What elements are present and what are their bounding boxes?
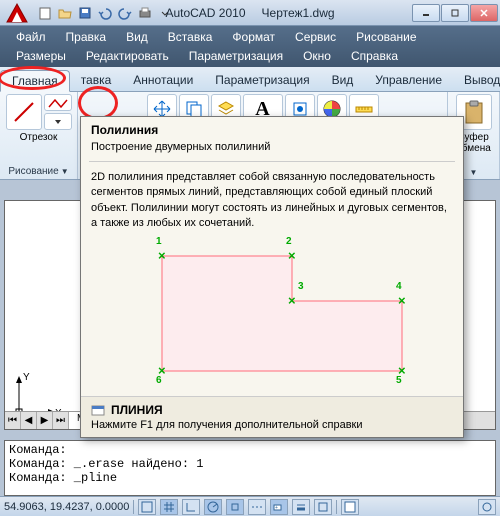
status-ortho-icon[interactable] [182, 499, 200, 515]
cmd-line: Команда: _.erase найдено: 1 [9, 457, 491, 471]
qat-redo-icon[interactable] [116, 4, 134, 22]
status-lwt-icon[interactable] [292, 499, 310, 515]
tab-manage[interactable]: Управление [364, 70, 453, 91]
tab-nav-prev[interactable]: ◀ [21, 412, 37, 429]
doc-title: Чертеж1.dwg [262, 6, 335, 20]
status-snap-icon[interactable] [138, 499, 156, 515]
cmd-line: Команда: [9, 443, 491, 457]
menu-modify[interactable]: Редактировать [76, 47, 179, 65]
cmd-line: Команда: _pline [9, 471, 491, 485]
tab-nav-last[interactable]: ⏭ [53, 412, 69, 429]
status-tools-icon[interactable] [478, 499, 496, 515]
menu-help[interactable]: Справка [341, 47, 408, 65]
menu-file[interactable]: Файл [6, 28, 56, 46]
tab-home[interactable]: Главная [0, 70, 70, 92]
tooltip-diagram: ×1×2×3×4×5×6 [122, 246, 422, 386]
command-window[interactable]: Команда: Команда: _.erase найдено: 1 Ком… [4, 440, 496, 496]
status-osnap-icon[interactable] [226, 499, 244, 515]
status-model-icon[interactable] [341, 499, 359, 515]
chevron-down-icon[interactable]: ▼ [61, 167, 69, 176]
close-button[interactable] [470, 4, 498, 22]
tooltip: Полилиния Построение двумерных полилиний… [80, 116, 464, 438]
line-button[interactable] [6, 94, 42, 130]
app-title: AutoCAD 2010 [165, 6, 245, 20]
menu-edit[interactable]: Правка [56, 28, 117, 46]
title-bar: AutoCAD 2010 Чертеж1.dwg [0, 0, 500, 26]
chevron-down-icon[interactable]: ▼ [470, 168, 478, 177]
menu-insert[interactable]: Вставка [158, 28, 223, 46]
coordinates: 54.9063, 19.4237, 0.0000 [4, 501, 129, 513]
tooltip-hint: Нажмите F1 для получения дополнительной … [91, 417, 453, 431]
menu-tools[interactable]: Сервис [285, 28, 346, 46]
menu-view[interactable]: Вид [116, 28, 158, 46]
menu-param[interactable]: Параметризация [179, 47, 293, 65]
draw-group-label: Рисование [8, 166, 58, 177]
tab-output[interactable]: Вывод [453, 70, 500, 91]
tab-nav-next[interactable]: ▶ [37, 412, 53, 429]
menu-draw[interactable]: Рисование [346, 28, 426, 46]
qat-undo-icon[interactable] [96, 4, 114, 22]
qat-print-icon[interactable] [136, 4, 154, 22]
qat-new-icon[interactable] [36, 4, 54, 22]
minimize-button[interactable] [412, 4, 440, 22]
status-polar-icon[interactable] [204, 499, 222, 515]
qat-open-icon[interactable] [56, 4, 74, 22]
tooltip-subtitle: Построение двумерных полилиний [81, 141, 463, 161]
app-logo[interactable] [2, 2, 32, 24]
tooltip-body: 2D полилиния представляет собой связанну… [81, 162, 463, 240]
tooltip-title: Полилиния [81, 117, 463, 141]
tab-annotate[interactable]: Аннотации [122, 70, 204, 91]
status-bar: 54.9063, 19.4237, 0.0000 + [0, 496, 500, 516]
quick-access-toolbar [36, 4, 174, 22]
menu-format[interactable]: Формат [222, 28, 285, 46]
tab-nav-first[interactable]: ⏮ [5, 412, 21, 429]
status-dyn-icon[interactable]: + [270, 499, 288, 515]
status-grid-icon[interactable] [160, 499, 178, 515]
tooltip-command: ПЛИНИЯ [111, 403, 163, 417]
svg-text:+: + [275, 505, 278, 511]
ribbon-tabs: Главная тавка Аннотации Параметризация В… [0, 67, 500, 92]
line-label: Отрезок [20, 132, 58, 143]
polyline-button[interactable] [44, 94, 72, 111]
status-otrack-icon[interactable] [248, 499, 266, 515]
qat-save-icon[interactable] [76, 4, 94, 22]
maximize-button[interactable] [441, 4, 469, 22]
menu-bar: Файл Правка Вид Вставка Формат Сервис Ри… [0, 26, 500, 67]
tab-param[interactable]: Параметризация [204, 70, 320, 91]
tab-view[interactable]: Вид [321, 70, 365, 91]
menu-dims[interactable]: Размеры [6, 47, 76, 65]
menu-window[interactable]: Окно [293, 47, 341, 65]
tab-insert[interactable]: тавка [70, 70, 123, 91]
command-icon [91, 403, 105, 417]
status-qp-icon[interactable] [314, 499, 332, 515]
draw-dropdown-icon[interactable] [44, 113, 72, 130]
